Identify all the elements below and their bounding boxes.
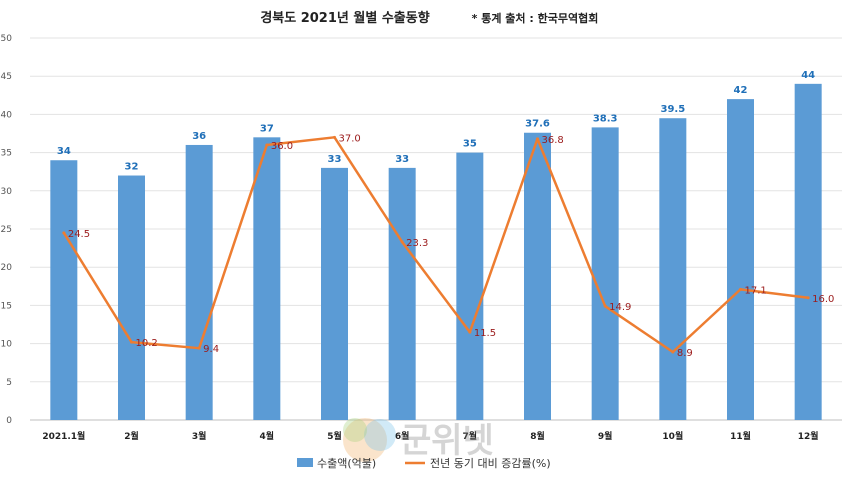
y-tick-label: 0: [6, 416, 12, 426]
x-tick-label: 8월: [530, 430, 545, 442]
bar: [185, 144, 213, 420]
bar: [591, 127, 619, 420]
line-point: [333, 135, 336, 139]
y-tick-label: 20: [1, 263, 13, 273]
x-tick-label: 5월: [327, 430, 342, 442]
x-tick-label: 11월: [730, 430, 751, 442]
watermark-logo: 군위넷: [343, 418, 494, 462]
line-series: 24.5 10.2 9.4 36.0 37.0 23.3 11.5 36.8 14.9 8.9 17…: [62, 133, 834, 359]
bar-value-label: 37: [260, 123, 274, 134]
bar: [524, 132, 551, 420]
y-tick-label: 30: [1, 187, 13, 197]
line-point: [265, 143, 269, 147]
line-point: [671, 350, 675, 354]
y-tick-label: 45: [1, 72, 12, 82]
line-point: [806, 296, 810, 300]
x-tick-label: 12월: [798, 430, 819, 442]
line-point: [603, 304, 607, 308]
bar-value-label: 39.5: [660, 104, 685, 115]
bar-value-label: 42: [734, 85, 748, 96]
x-tick-label: 4월: [260, 430, 275, 442]
logo-circle-green: [343, 418, 367, 442]
y-tick-label: 5: [6, 378, 12, 388]
source-note: * 통계 출처 : 한국무역협회: [472, 11, 599, 25]
line-value-label: 17.1: [745, 285, 767, 296]
gridlines: [30, 37, 842, 421]
bar-value-label: 33: [395, 154, 409, 165]
line-point: [468, 330, 472, 334]
legend: 수출액(억불) 전년 동기 대비 증감률(%): [297, 457, 551, 470]
x-tick-label: 10월: [662, 430, 683, 442]
legend-label-line: 전년 동기 대비 증감률(%): [430, 457, 551, 470]
watermark-text: 군위넷: [400, 421, 494, 461]
legend-swatch-bar: [297, 458, 313, 467]
bar: [321, 167, 348, 420]
bar: [253, 137, 281, 420]
y-tick-label: 50: [1, 34, 13, 44]
y-tick-label: 10: [1, 340, 13, 350]
bar: [50, 160, 78, 421]
line-value-label: 36.0: [271, 141, 293, 152]
legend-label-bar: 수출액(억불): [317, 457, 376, 470]
bar-value-label: 33: [328, 154, 342, 165]
line-value-label: 9.4: [203, 344, 219, 355]
line-point: [536, 137, 539, 141]
line-point: [400, 240, 404, 244]
line-value-label: 24.5: [68, 229, 90, 240]
line-value-label: 14.9: [609, 302, 631, 313]
x-tick-label: 9월: [598, 430, 613, 442]
x-tick-label: 7월: [463, 430, 478, 442]
bar: [118, 175, 145, 420]
logo-circle-blue: [364, 419, 396, 451]
line-value-label: 10.2: [136, 338, 158, 349]
chart-title: 경북도 2021년 월별 수출동향: [260, 10, 429, 26]
bar-value-label: 44: [801, 70, 815, 81]
y-tick-label: 25: [1, 225, 12, 235]
bar: [727, 99, 754, 421]
x-tick-label: 2월: [124, 430, 139, 442]
bar-series: 34 32 36 37 33 33 35 37.6 38.3 39.5 42 44: [50, 70, 822, 421]
line-value-label: 8.9: [677, 348, 693, 359]
line-point: [62, 231, 66, 235]
x-axis: 2021.1월 2월 3월 4월 5월 6월 7월 8월 9월 10월 11월 12월: [42, 430, 818, 442]
y-tick-label: 15: [1, 301, 12, 311]
bar-value-label: 32: [125, 162, 139, 173]
y-tick-label: 40: [1, 110, 13, 120]
logo-circle-orange: [343, 418, 387, 462]
line-point: [197, 346, 201, 350]
y-axis: 0 5 10 15 20 25 30 35 40 45 50: [1, 34, 13, 426]
x-tick-label: 3월: [192, 430, 207, 442]
bar-value-label: 36: [192, 131, 206, 142]
bar: [794, 83, 822, 420]
x-tick-label: 6월: [395, 430, 410, 442]
x-tick-label: 2021.1월: [42, 430, 85, 442]
bar-value-label: 37.6: [525, 119, 550, 130]
line-value-label: 16.0: [812, 294, 834, 305]
line-point: [739, 287, 742, 291]
line-value-label: 36.8: [542, 135, 564, 146]
bar-value-label: 34: [57, 146, 71, 157]
bar: [659, 118, 687, 420]
y-tick-label: 35: [1, 149, 12, 159]
line-value-label: 11.5: [474, 328, 496, 339]
bar: [456, 152, 484, 420]
bar: [388, 167, 416, 420]
line-path: [62, 136, 809, 354]
bar-value-label: 38.3: [593, 113, 618, 124]
line-point: [130, 340, 133, 344]
line-value-label: 23.3: [406, 238, 428, 249]
line-value-label: 37.0: [339, 133, 361, 144]
bar-value-label: 35: [463, 139, 477, 150]
